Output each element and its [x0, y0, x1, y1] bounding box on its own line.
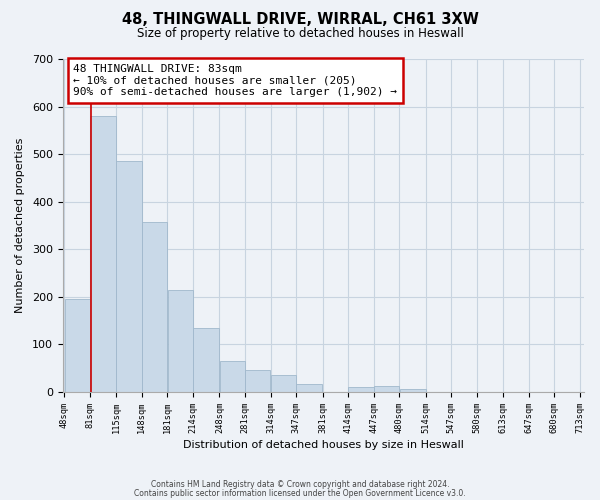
Bar: [374, 386, 399, 392]
Bar: [245, 370, 271, 392]
Bar: [167, 290, 193, 392]
Text: 48, THINGWALL DRIVE, WIRRAL, CH61 3XW: 48, THINGWALL DRIVE, WIRRAL, CH61 3XW: [122, 12, 478, 28]
Text: 48 THINGWALL DRIVE: 83sqm
← 10% of detached houses are smaller (205)
90% of semi: 48 THINGWALL DRIVE: 83sqm ← 10% of detac…: [73, 64, 397, 97]
Bar: [296, 384, 322, 392]
Bar: [193, 328, 219, 392]
Bar: [65, 299, 90, 392]
X-axis label: Distribution of detached houses by size in Heswall: Distribution of detached houses by size …: [183, 440, 464, 450]
Bar: [142, 222, 167, 392]
Bar: [220, 361, 245, 392]
Bar: [90, 116, 116, 392]
Y-axis label: Number of detached properties: Number of detached properties: [15, 138, 25, 313]
Text: Size of property relative to detached houses in Heswall: Size of property relative to detached ho…: [137, 28, 463, 40]
Bar: [271, 375, 296, 392]
Bar: [400, 390, 425, 392]
Bar: [349, 387, 374, 392]
Text: Contains public sector information licensed under the Open Government Licence v3: Contains public sector information licen…: [134, 488, 466, 498]
Text: Contains HM Land Registry data © Crown copyright and database right 2024.: Contains HM Land Registry data © Crown c…: [151, 480, 449, 489]
Bar: [116, 161, 142, 392]
